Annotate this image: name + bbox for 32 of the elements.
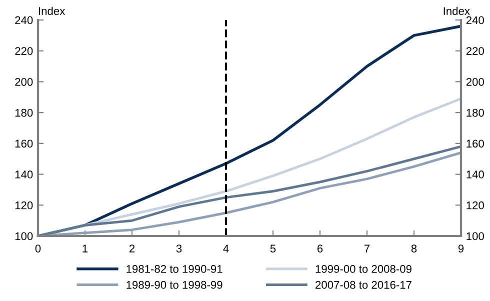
legend-label: 1989-90 to 1998-99: [126, 280, 222, 289]
y-tick-label: 100: [15, 232, 33, 240]
x-tick-label: 4: [223, 244, 229, 252]
x-tick-label: 1: [82, 244, 88, 252]
y-axis-title: Index: [39, 6, 66, 15]
y-tick-label: 200: [15, 78, 33, 86]
y2-tick-label: 180: [466, 108, 484, 117]
legend-label: 1981-82 to 1990-91: [126, 265, 222, 273]
x-tick-label: 3: [176, 244, 182, 252]
y2-tick-label: 120: [466, 201, 484, 210]
y2-tick-label: 220: [466, 47, 484, 55]
x-tick-label: 6: [317, 244, 323, 252]
y2-tick-label: 200: [466, 78, 484, 86]
x-tick-label: 5: [270, 244, 276, 252]
y2-tick-label: 240: [466, 16, 484, 24]
x-tick-label: 7: [364, 244, 370, 252]
y-tick-label: 120: [15, 201, 33, 210]
y-tick-label: 240: [15, 16, 33, 24]
x-tick-label: 0: [35, 244, 41, 252]
x-tick-label: 9: [458, 244, 464, 252]
y-tick-label: 180: [15, 108, 33, 117]
y-tick-label: 220: [15, 47, 33, 55]
y2-tick-label: 160: [466, 140, 484, 148]
y2-tick-label: 140: [466, 170, 484, 178]
x-tick-label: 8: [411, 244, 417, 252]
y2-tick-label: 100: [466, 232, 484, 240]
y-tick-label: 160: [15, 140, 33, 148]
y-tick-label: 140: [15, 170, 33, 178]
legend-label: 2007-08 to 2016-17: [316, 280, 412, 289]
y2-axis-title: Index: [444, 6, 470, 15]
legend-label: 1999-00 to 2008-09: [316, 265, 412, 273]
x-tick-label: 2: [129, 244, 135, 252]
